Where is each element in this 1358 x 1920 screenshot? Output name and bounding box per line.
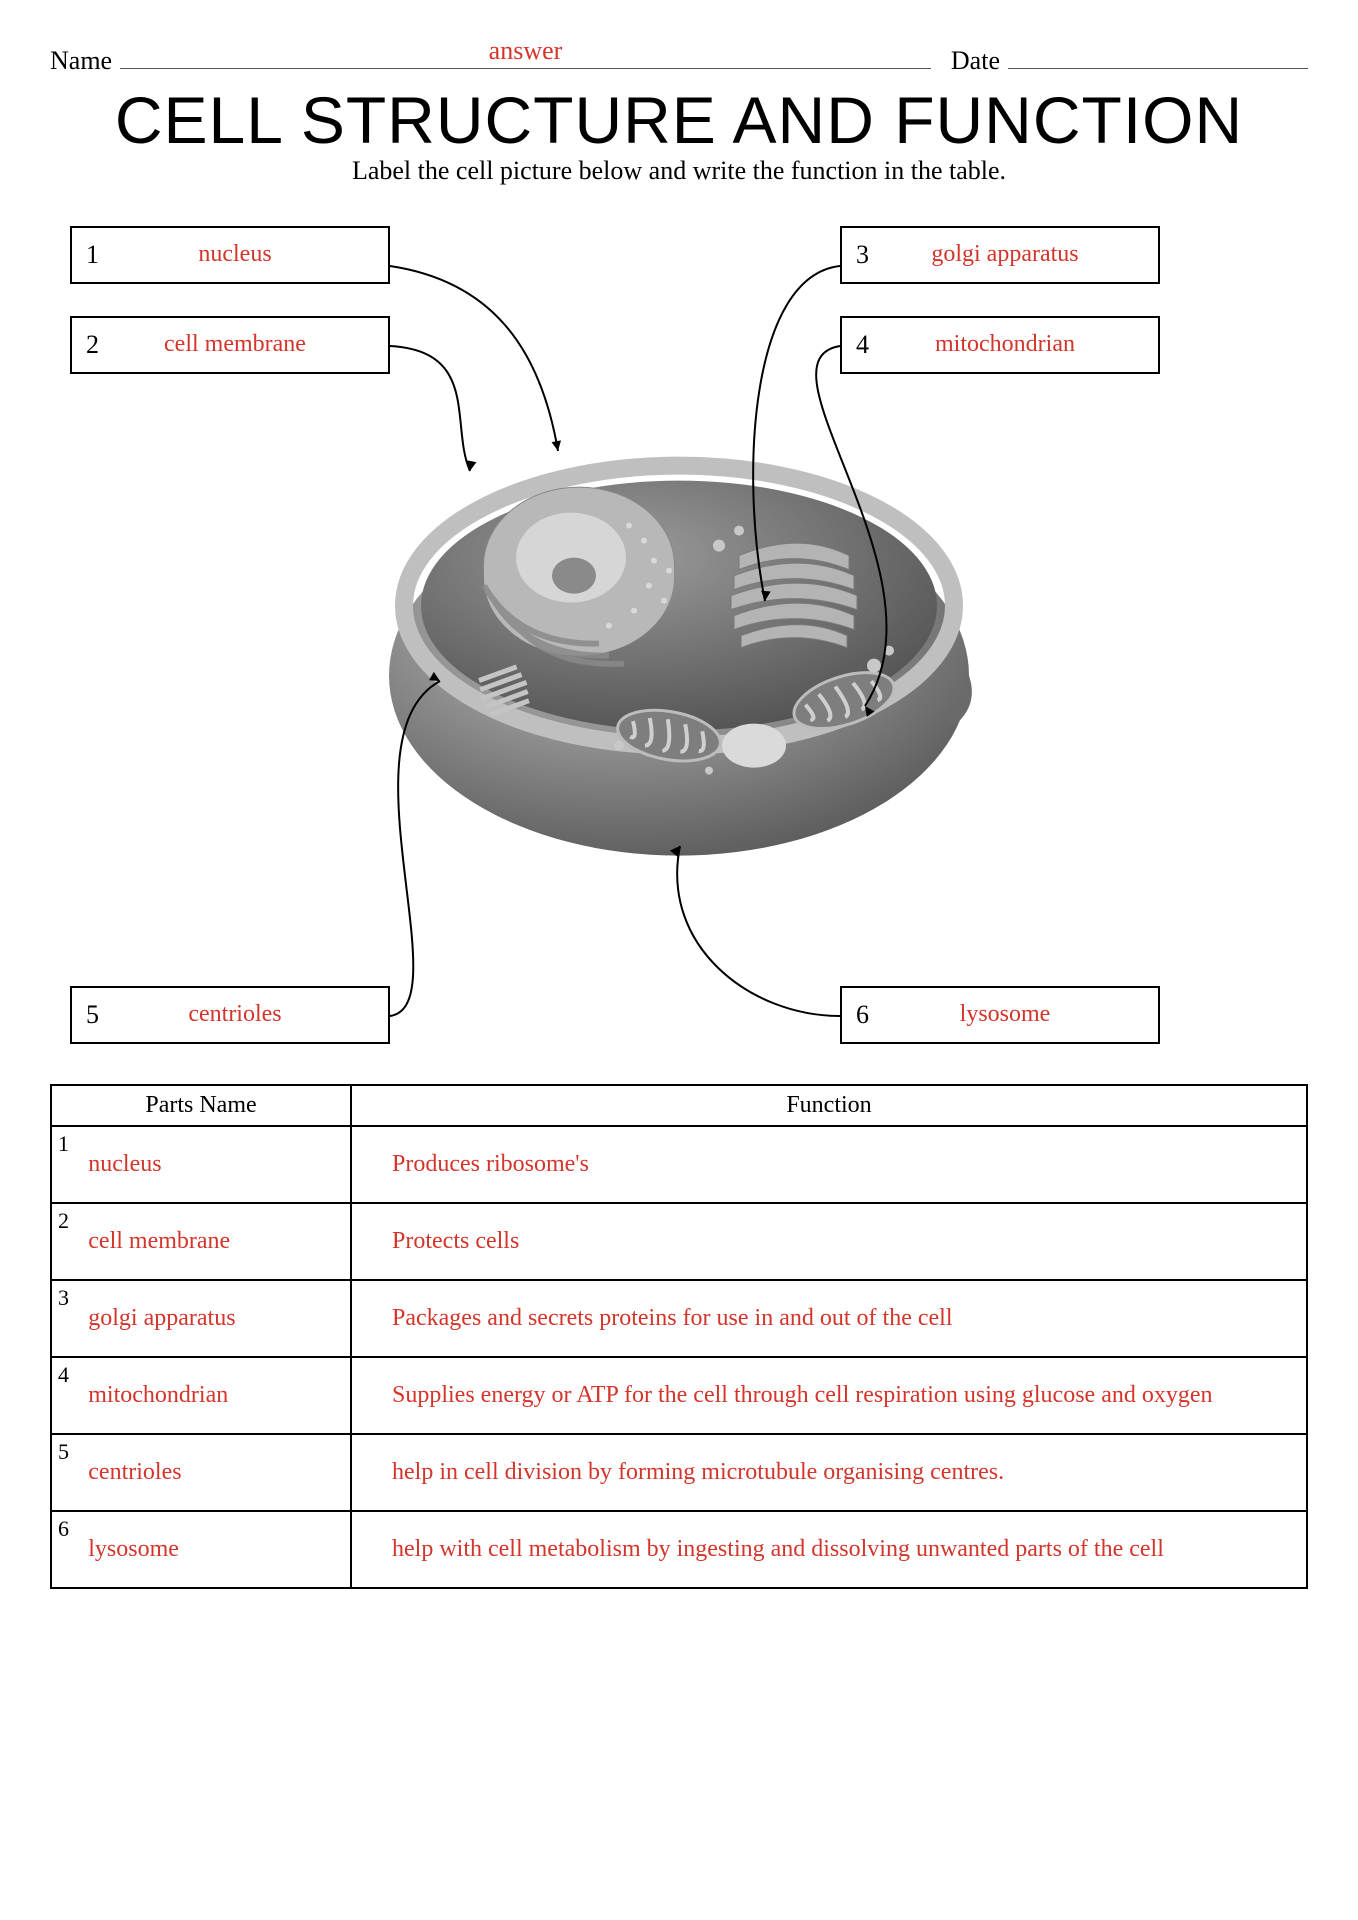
label-num: 4 [856,330,886,360]
page-subtitle: Label the cell picture below and write t… [50,156,1308,186]
label-num: 2 [86,330,116,360]
row-function: help with cell metabolism by ingesting a… [351,1511,1307,1588]
row-part: nucleus [78,1126,351,1203]
cell-illustration [369,415,989,895]
label-box-4: 4mitochondrian [840,316,1160,374]
row-num: 6 [51,1511,78,1588]
row-function: Packages and secrets proteins for use in… [351,1280,1307,1357]
row-part: golgi apparatus [78,1280,351,1357]
row-part: mitochondrian [78,1357,351,1434]
row-function: help in cell division by forming microtu… [351,1434,1307,1511]
col-parts-name: Parts Name [51,1085,351,1126]
label-box-2: 2cell membrane [70,316,390,374]
label-text: cell membrane [116,331,374,358]
label-box-6: 6lysosome [840,986,1160,1044]
label-text: centrioles [116,1001,374,1028]
row-num: 3 [51,1280,78,1357]
date-field [1008,40,1308,69]
label-text: mitochondrian [886,331,1144,358]
label-text: nucleus [116,241,374,268]
table-row: 3golgi apparatusPackages and secrets pro… [51,1280,1307,1357]
label-num: 3 [856,240,886,270]
label-num: 5 [86,1000,116,1030]
table-row: 2cell membraneProtects cells [51,1203,1307,1280]
function-table: Parts Name Function 1nucleusProduces rib… [50,1084,1308,1589]
label-num: 6 [856,1000,886,1030]
label-box-3: 3golgi apparatus [840,226,1160,284]
name-value: answer [489,36,563,66]
label-box-1: 1nucleus [70,226,390,284]
table-row: 6lysosomehelp with cell metabolism by in… [51,1511,1307,1588]
label-text: lysosome [886,1001,1144,1028]
table-row: 4mitochondrianSupplies energy or ATP for… [51,1357,1307,1434]
row-part: centrioles [78,1434,351,1511]
row-part: cell membrane [78,1203,351,1280]
col-function: Function [351,1085,1307,1126]
row-function: Supplies energy or ATP for the cell thro… [351,1357,1307,1434]
cell-diagram: 1nucleus 2cell membrane 3golgi apparatus 4m… [50,226,1308,1066]
row-function: Protects cells [351,1203,1307,1280]
date-label: Date [951,46,1000,76]
row-function: Produces ribosome's [351,1126,1307,1203]
row-num: 1 [51,1126,78,1203]
row-num: 2 [51,1203,78,1280]
table-row: 1nucleusProduces ribosome's [51,1126,1307,1203]
label-text: golgi apparatus [886,241,1144,268]
worksheet-header: Name answer Date [50,40,1308,76]
label-num: 1 [86,240,116,270]
row-num: 5 [51,1434,78,1511]
name-label: Name [50,46,112,76]
row-num: 4 [51,1357,78,1434]
label-box-5: 5centrioles [70,986,390,1044]
name-field: answer [120,40,931,69]
table-row: 5centrioleshelp in cell division by form… [51,1434,1307,1511]
row-part: lysosome [78,1511,351,1588]
page-title: CELL STRUCTURE AND FUNCTION [50,82,1308,158]
